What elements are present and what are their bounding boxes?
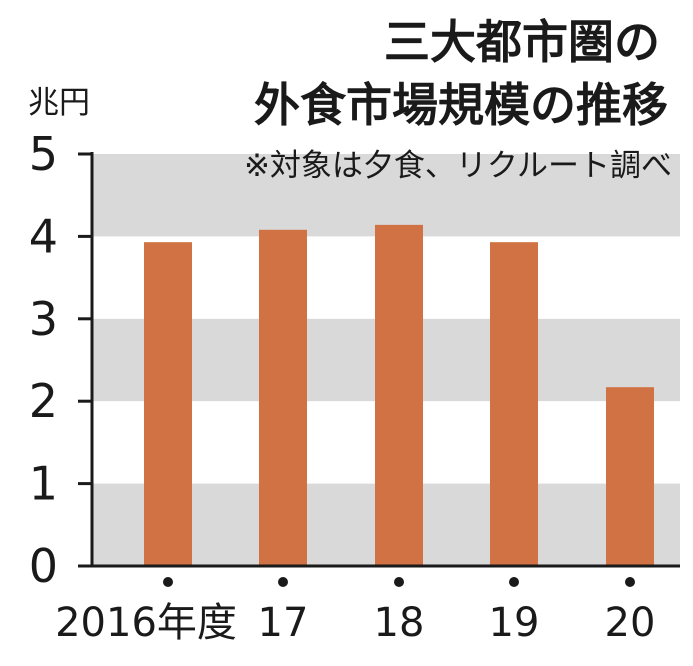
x-tick-dot-0 — [163, 577, 173, 587]
y-tick-label-1: 1 — [29, 457, 58, 511]
bar-0 — [144, 242, 192, 566]
y-tick-label-2: 2 — [29, 374, 58, 428]
x-tick-dot-2 — [394, 577, 404, 587]
x-tick-dot-3 — [509, 577, 519, 587]
axes — [78, 152, 680, 587]
x-tick-label-3: 19 — [489, 600, 540, 646]
bar-3 — [490, 242, 538, 566]
chart-title-line-2: 外食市場規模の推移 — [254, 78, 668, 132]
bar-4 — [606, 387, 654, 566]
bar-2 — [375, 224, 423, 566]
y-tick-label-0: 0 — [29, 539, 58, 593]
x-tick-label-1: 17 — [258, 600, 309, 646]
y-tick-label-3: 3 — [29, 292, 58, 346]
x-tick-dot-4 — [625, 577, 635, 587]
chart-title-line-1: 三大都市圏の — [384, 15, 660, 69]
y-tick-label-4: 4 — [29, 209, 58, 263]
grid-band-2 — [92, 154, 680, 237]
x-tick-label-4: 20 — [605, 600, 656, 646]
y-tick-labels: 0 1 2 3 4 5 — [29, 127, 58, 593]
chart-note: ※対象は夕食、リクルート調べ — [244, 148, 672, 184]
x-tick-labels: 2016年度 17 18 19 20 — [55, 600, 655, 646]
x-tick-label-2: 18 — [374, 600, 425, 646]
bars — [144, 224, 654, 567]
x-tick-label-0: 2016年度 — [55, 600, 237, 646]
x-tick-dot-1 — [278, 577, 288, 587]
bar-1 — [259, 229, 307, 567]
y-axis-unit-label: 兆円 — [28, 85, 90, 121]
y-tick-label-5: 5 — [29, 127, 58, 181]
